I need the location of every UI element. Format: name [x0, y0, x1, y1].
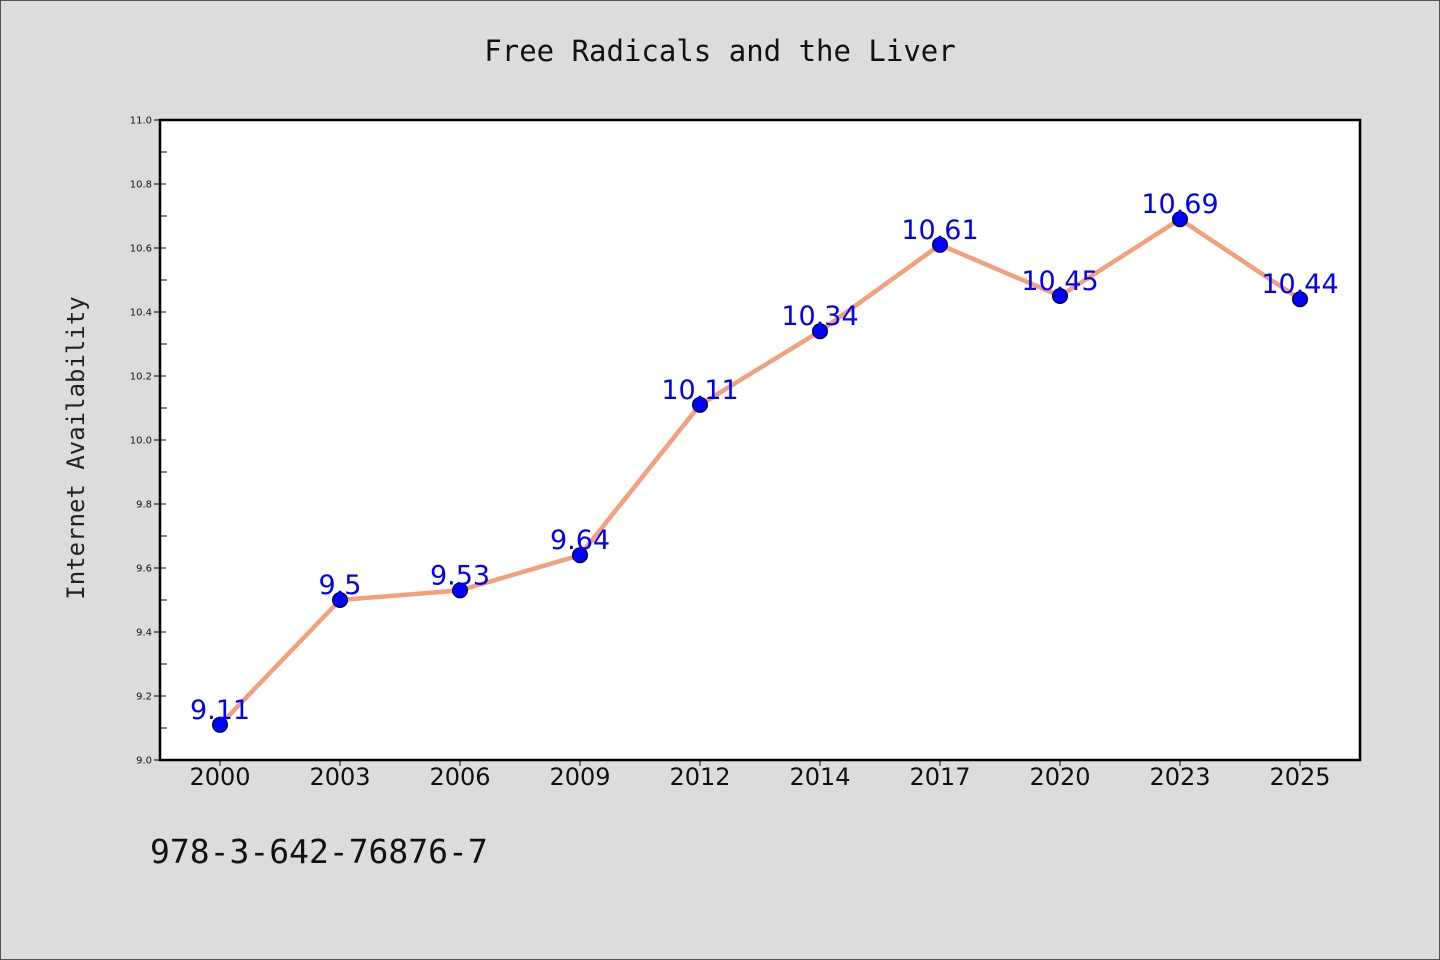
x-tick-label: 2006: [429, 763, 490, 791]
data-label: 9.53: [430, 560, 490, 591]
data-point: [932, 236, 948, 253]
data-point: [812, 323, 828, 340]
y-tick-label: 10.4: [130, 308, 152, 319]
y-tick-label: 9.4: [136, 628, 152, 639]
data-label: 10.34: [781, 301, 858, 332]
x-axis: 2000 2003 2006 2009 2012 2014 2017 2020 2023 2025: [189, 760, 1331, 791]
x-tick-label: 2025: [1269, 763, 1330, 791]
data-label: 10.69: [1141, 189, 1218, 220]
data-point: [1292, 291, 1308, 308]
x-tick-label: 2009: [549, 763, 610, 791]
isbn-text: 978-3-642-76876-7: [150, 832, 488, 871]
x-tick-label: 2000: [189, 763, 250, 791]
y-tick-label: 10.2: [130, 372, 152, 383]
data-point: [1172, 211, 1188, 228]
chart-title: Free Radicals and the Liver: [484, 34, 956, 68]
data-label: 9.11: [190, 695, 250, 726]
y-tick-label: 9.0: [136, 756, 152, 767]
data-point: [692, 396, 708, 413]
x-tick-label: 2017: [909, 763, 970, 791]
data-point: [332, 592, 348, 608]
data-label: 9.64: [550, 525, 610, 556]
y-axis: 9.0 9.2 9.4 9.6 9.8 10.0 10.2 10.4 10.6 10.8 11.0: [130, 116, 167, 767]
x-tick-label: 2014: [789, 763, 850, 791]
data-label: 10.44: [1261, 269, 1338, 300]
plot-area: [158, 118, 1362, 762]
data-label: 10.45: [1021, 266, 1098, 297]
series-line: [217, 216, 1303, 728]
x-tick-label: 2012: [669, 763, 730, 791]
y-tick-label: 9.8: [136, 500, 152, 511]
y-tick-label: 10.6: [130, 244, 152, 255]
data-label: 9.5: [319, 570, 362, 601]
y-tick-label: 11.0: [130, 116, 152, 127]
series-group: 9.11 9.5 9.53 9.64 10.11 10.34 10.61 10.45 10.69…: [190, 189, 1339, 733]
y-tick-label: 9.6: [136, 564, 152, 575]
data-label: 10.11: [661, 375, 738, 406]
data-label: 10.61: [901, 215, 978, 246]
y-tick-label: 10.8: [130, 180, 152, 191]
y-tick-label: 9.2: [136, 692, 152, 703]
x-tick-label: 2020: [1029, 763, 1090, 791]
data-point: [212, 716, 228, 733]
data-point: [452, 582, 468, 599]
data-point: [572, 547, 588, 564]
x-tick-label: 2003: [309, 763, 370, 791]
data-point: [1052, 288, 1068, 304]
y-tick-label: 10.0: [130, 436, 152, 447]
x-tick-label: 2023: [1149, 763, 1210, 791]
